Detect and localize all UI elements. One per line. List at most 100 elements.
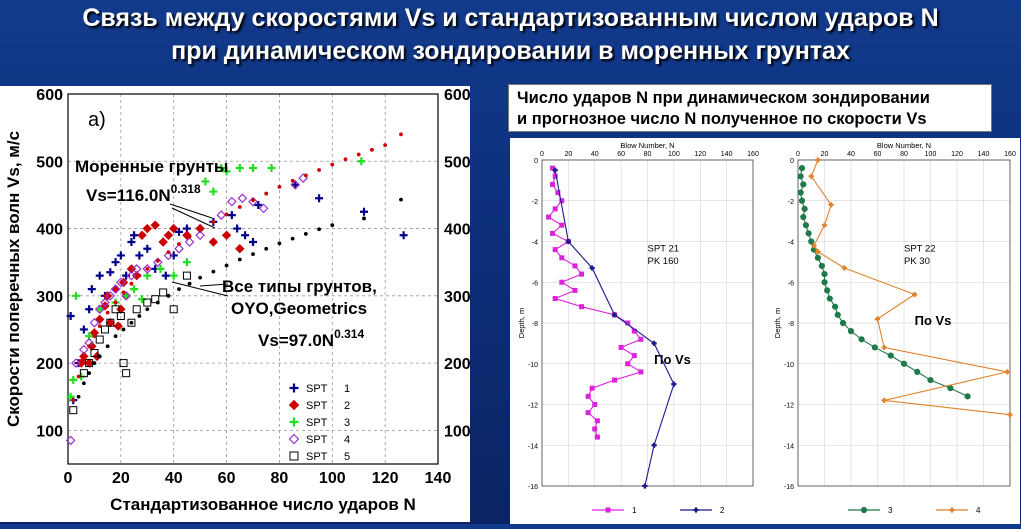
data-point	[111, 258, 120, 267]
data-point	[174, 243, 184, 254]
data-point	[834, 311, 841, 318]
data-point	[182, 258, 191, 267]
data-point	[585, 393, 591, 399]
data-point	[66, 392, 75, 401]
legend-label: 1	[632, 506, 637, 515]
data-point	[839, 319, 847, 327]
data-point	[612, 377, 618, 383]
data-point	[131, 264, 142, 274]
data-point	[881, 397, 887, 404]
data-point	[805, 230, 812, 237]
data-point	[811, 242, 817, 249]
data-point	[216, 210, 227, 220]
data-point	[137, 273, 142, 278]
data-point	[592, 426, 598, 432]
x-tick-label: 140	[425, 470, 452, 487]
data-point	[198, 227, 203, 232]
y-tick-label: 0	[790, 158, 794, 165]
annotation-leader	[199, 283, 229, 287]
data-point	[169, 251, 178, 260]
data-point	[874, 316, 881, 322]
data-point	[552, 167, 558, 173]
data-point	[113, 300, 118, 305]
data-point	[143, 244, 152, 253]
data-point	[638, 369, 644, 375]
data-point	[122, 271, 131, 280]
right-y-tick-label: 400	[444, 222, 470, 239]
series-7	[76, 197, 403, 399]
data-point	[798, 197, 806, 204]
data-point	[209, 187, 218, 196]
legend-label: SPT	[306, 400, 328, 412]
y-tick-label: -6	[788, 280, 794, 287]
data-point	[370, 147, 374, 152]
data-point	[671, 381, 677, 387]
data-point	[625, 361, 631, 367]
right-y-tick-label: 200	[444, 356, 470, 373]
data-point	[187, 281, 192, 286]
depth-profile-charts: Blow Number, N0 20 40 60 80 100 120 140 1600-2-4…	[517, 141, 1016, 515]
legend-label: SPT	[306, 383, 328, 395]
data-point	[546, 214, 552, 220]
data-point	[97, 324, 102, 328]
data-point	[89, 317, 100, 328]
data-point	[92, 361, 97, 365]
data-point	[161, 271, 170, 280]
vs-n-scatter-chart: 0 20 40 60 80 100 120 140 100 200 300 400 500 600 100 2…	[4, 87, 471, 514]
data-point	[95, 314, 105, 325]
data-point	[330, 162, 335, 167]
data-point	[105, 344, 110, 349]
page-title: Связь между скоростями Vs и стандартизов…	[0, 2, 1021, 68]
data-point	[169, 223, 179, 234]
data-point	[235, 164, 244, 172]
data-point	[122, 369, 131, 378]
data-point	[579, 304, 585, 310]
data-point	[135, 251, 144, 260]
data-point	[826, 295, 833, 302]
data-point	[399, 132, 403, 137]
data-point	[821, 271, 828, 278]
data-point	[927, 376, 934, 384]
data-point	[818, 262, 825, 270]
y-tick-label: -10	[528, 362, 538, 369]
data-point	[317, 227, 321, 232]
data-point	[87, 285, 96, 294]
x-tick-label: 120	[951, 151, 963, 158]
series-6	[71, 132, 403, 402]
data-point	[76, 394, 81, 399]
data-point	[130, 285, 139, 294]
data-point	[102, 291, 113, 301]
data-point	[145, 307, 150, 312]
x-tick-label: 80	[644, 151, 652, 158]
data-point	[815, 249, 821, 255]
data-point	[184, 237, 195, 247]
data-point	[1007, 412, 1013, 418]
data-point	[552, 296, 558, 302]
vs-annotation: По Vs	[915, 313, 952, 328]
data-point	[237, 193, 248, 204]
data-point	[92, 334, 97, 339]
data-point	[169, 271, 178, 280]
x-axis-title: Blow Number, N	[620, 141, 674, 150]
y-tick-label: -10	[784, 362, 794, 369]
data-point	[550, 181, 556, 187]
data-point	[187, 234, 192, 239]
data-point	[824, 287, 831, 294]
annotation-all-label2: OYO,Geometrics	[231, 299, 367, 318]
x-tick-label: 60	[874, 151, 882, 158]
legend-marker	[288, 433, 300, 445]
right-y-tick-label: 300	[444, 289, 470, 306]
legend-number: 5	[344, 451, 350, 463]
data-point	[175, 227, 183, 236]
data-point	[914, 368, 921, 375]
data-point	[315, 194, 324, 203]
x-tick-label: 140	[721, 151, 733, 158]
depth-profile-panel: Blow Number, N 0 20 40 60 80 100 120 140 160 0 -2 -4…	[510, 138, 1020, 524]
data-point	[227, 196, 237, 207]
y-tick-label: -8	[788, 321, 794, 328]
data-point	[159, 288, 168, 297]
legend-label: 3	[888, 506, 893, 515]
data-point	[177, 287, 181, 291]
data-point	[254, 201, 263, 209]
data-point	[182, 271, 191, 280]
